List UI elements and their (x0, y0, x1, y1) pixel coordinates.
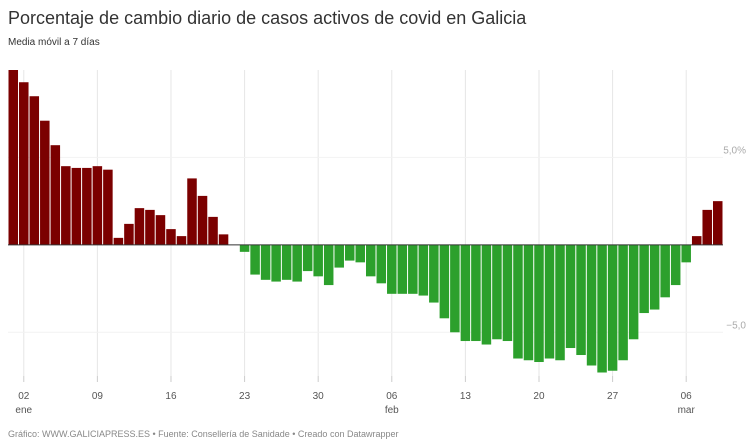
bar (71, 167, 82, 245)
bar (366, 244, 376, 277)
y-tick-label: 5,0% (723, 145, 746, 156)
bar (660, 244, 670, 298)
x-tick-label: 27 (607, 391, 619, 402)
y-tick-label: −5,0 (726, 320, 746, 331)
bar (134, 208, 145, 245)
bar (176, 236, 187, 245)
bar (334, 244, 344, 268)
bar (302, 244, 313, 272)
bar (555, 244, 565, 361)
x-tick-label: 06 (681, 391, 693, 402)
bar (618, 244, 628, 361)
x-tick-label: 16 (165, 391, 177, 402)
bar (429, 244, 439, 303)
x-tick-label: 30 (313, 391, 325, 402)
bar (92, 166, 103, 245)
bar (513, 244, 523, 359)
bar (492, 244, 502, 340)
bar (8, 70, 19, 245)
bar (670, 244, 681, 286)
bar (313, 244, 323, 277)
bar (218, 234, 229, 245)
bar (260, 244, 271, 280)
bar (712, 201, 723, 245)
bar (323, 244, 334, 286)
bar (523, 244, 534, 361)
bar (387, 244, 397, 294)
bar (292, 244, 302, 282)
x-tick-label: 13 (460, 391, 472, 402)
bar (534, 244, 544, 363)
bar (450, 244, 460, 333)
x-month-label: ene (15, 405, 32, 416)
chart-subtitle: Media móvil a 7 días (8, 37, 100, 48)
bar (344, 244, 355, 261)
bar (639, 244, 649, 314)
bar (82, 167, 92, 245)
bar (471, 244, 481, 342)
bar (376, 244, 387, 284)
bar (155, 215, 166, 245)
bar (239, 244, 250, 252)
x-tick-label: 20 (533, 391, 545, 402)
bar (397, 244, 408, 294)
bar (576, 244, 586, 356)
bar (418, 244, 429, 296)
bar (250, 244, 260, 275)
bar (649, 244, 660, 310)
bar (61, 166, 71, 245)
bar (565, 244, 576, 349)
bar (460, 244, 471, 342)
bar (166, 229, 176, 245)
bar (691, 236, 702, 245)
bar (271, 244, 281, 282)
bar (29, 96, 40, 245)
x-tick-label: 06 (386, 391, 398, 402)
bar (597, 244, 607, 373)
bar (103, 169, 113, 245)
bar (281, 244, 292, 280)
bar (40, 120, 50, 245)
bar (544, 244, 555, 359)
x-tick-label: 02 (18, 391, 30, 402)
bar (481, 244, 492, 345)
bar (50, 145, 61, 245)
chart-title: Porcentaje de cambio diario de casos act… (8, 8, 527, 28)
bar (628, 244, 639, 340)
bar (145, 209, 155, 245)
bar (439, 244, 450, 319)
bar (355, 244, 365, 263)
x-tick-label: 23 (239, 391, 251, 402)
bar (187, 178, 197, 245)
bar (197, 195, 208, 245)
bar (607, 244, 618, 371)
x-month-label: feb (385, 405, 399, 416)
bar (408, 244, 418, 294)
bar (681, 244, 691, 263)
bar (702, 209, 712, 245)
bar (586, 244, 597, 366)
bar (208, 216, 218, 245)
bar (502, 244, 513, 342)
bar (113, 237, 124, 245)
bar (19, 82, 29, 245)
x-tick-label: 09 (92, 391, 104, 402)
footer: Gráfico: WWW.GALICIAPRESS.ES • Fuente: C… (8, 429, 398, 439)
bar (124, 223, 134, 245)
x-month-label: mar (678, 405, 696, 416)
